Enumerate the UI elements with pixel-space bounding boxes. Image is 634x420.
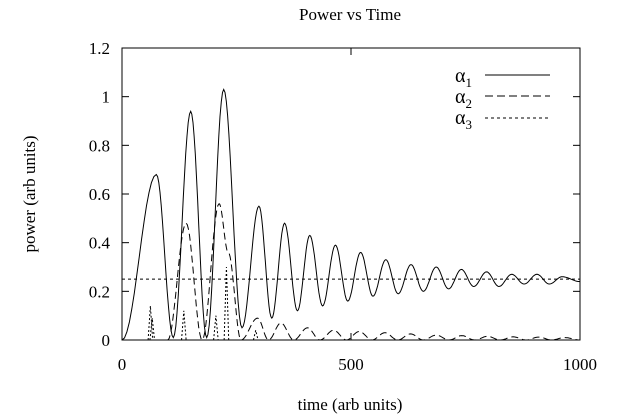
series-alpha3-spike xyxy=(181,310,187,341)
y-tick-label: 1 xyxy=(102,88,111,107)
y-tick-label: 0.4 xyxy=(89,234,111,253)
series-line-alpha1 xyxy=(121,88,581,341)
series-line-alpha2 xyxy=(122,202,580,341)
x-tick-label: 0 xyxy=(118,355,127,374)
y-tick-label: 0 xyxy=(102,331,111,350)
legend: α1 α2 α3 xyxy=(455,65,550,132)
series-alpha3-spike xyxy=(213,315,219,341)
axis-ticks: 0 500 1000 0 0.2 0.4 0.6 0.8 1 1.2 xyxy=(89,39,597,374)
y-tick-label: 0.6 xyxy=(89,185,110,204)
x-tick-label: 500 xyxy=(338,355,364,374)
y-axis-label: power (arb units) xyxy=(20,135,39,252)
series-alpha3-spike xyxy=(223,266,230,341)
x-tick-label: 1000 xyxy=(563,355,597,374)
plot-frame xyxy=(121,47,581,341)
chart-title: Power vs Time xyxy=(299,5,401,24)
series-layer xyxy=(121,88,581,341)
series-alpha3-spike xyxy=(149,318,156,341)
y-tick-label: 0.8 xyxy=(89,136,110,155)
series-alpha3-spike xyxy=(147,305,154,341)
x-axis-label: time (arb units) xyxy=(298,395,403,414)
y-tick-label: 0.2 xyxy=(89,282,110,301)
series-alpha3-spike xyxy=(252,330,259,341)
y-tick-label: 1.2 xyxy=(89,39,110,58)
